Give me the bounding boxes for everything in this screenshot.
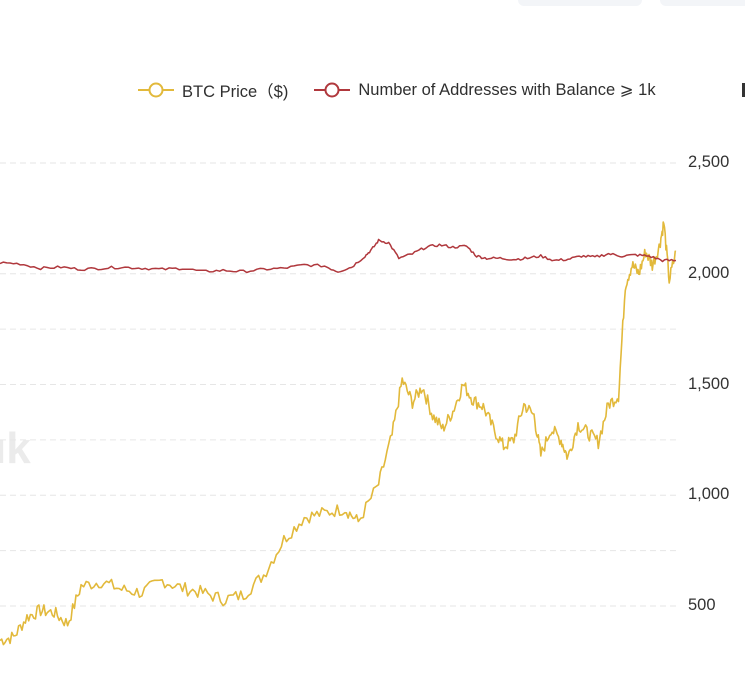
legend-overflow-marker: [742, 83, 745, 97]
btc-price-line: [0, 221, 677, 646]
y-axis-tick-label: 1,000: [688, 485, 730, 504]
y-axis-tick-label: 2,000: [688, 263, 730, 282]
legend-item-btc-price[interactable]: BTC Price（$): [138, 78, 288, 102]
addresses-line: [0, 238, 677, 274]
watermark-text: ık: [0, 424, 31, 473]
legend-line-circle-icon: [138, 82, 174, 98]
y-axis-tick-label: 2,500: [688, 153, 730, 171]
legend-item-addresses[interactable]: Number of Addresses with Balance ⩾ 1k: [314, 80, 656, 100]
top-tab-left[interactable]: [518, 0, 642, 6]
legend-label-btc-price: BTC Price（$): [182, 83, 289, 101]
y-axis-tick-label: 500: [688, 596, 716, 614]
chart-legend: BTC Price（$) Number of Addresses with Ba…: [138, 78, 656, 102]
y-axis-tick-label: 1,500: [688, 374, 730, 393]
top-tab-right[interactable]: [660, 0, 745, 6]
legend-label-addresses: Number of Addresses with Balance ⩾ 1k: [358, 81, 656, 99]
legend-line-circle-icon: [314, 82, 351, 98]
